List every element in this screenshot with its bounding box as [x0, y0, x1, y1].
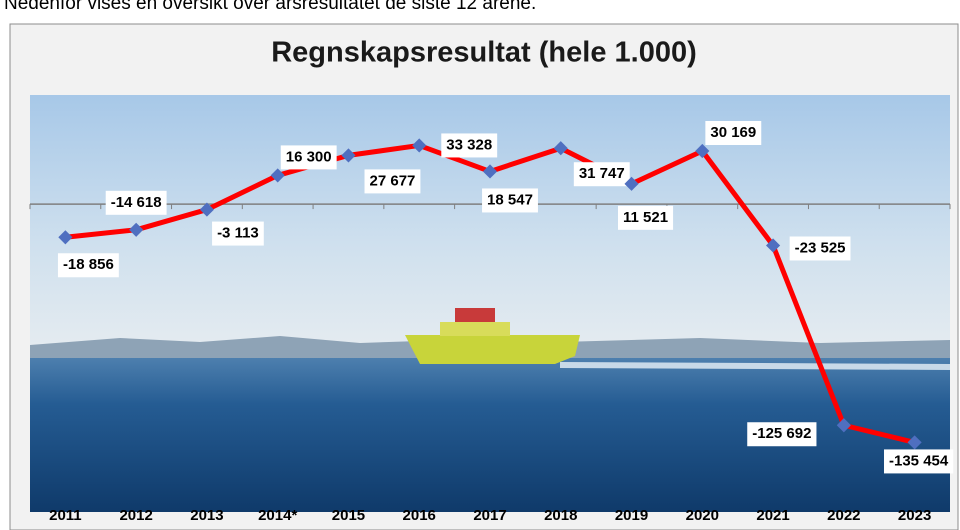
x-tick-label: 2023	[898, 507, 931, 524]
x-tick-label: 2022	[827, 507, 860, 524]
data-label: 33 328	[446, 136, 492, 153]
data-label: -23 525	[795, 239, 846, 256]
caption: Nedenfor vises en oversikt over årsresul…	[4, 0, 536, 14]
chart-title: Regnskapsresultat (hele 1.000)	[271, 37, 697, 69]
x-tick-label: 2018	[544, 507, 577, 524]
x-tick-label: 2017	[473, 507, 506, 524]
data-label: 30 169	[710, 124, 756, 141]
x-tick-label: 2021	[756, 507, 789, 524]
data-label: 31 747	[579, 165, 625, 182]
data-label: 27 677	[370, 172, 416, 189]
data-label: 11 521	[623, 209, 668, 226]
x-tick-label: 2020	[686, 507, 719, 524]
x-tick-label: 2012	[119, 507, 152, 524]
x-tick-label: 2013	[190, 507, 223, 524]
x-tick-label: 2019	[615, 507, 648, 524]
page: Nedenfor vises en oversikt over årsresul…	[0, 0, 960, 530]
chart: Nedenfor vises en oversikt over årsresul…	[0, 0, 960, 530]
data-label: -125 692	[752, 425, 811, 442]
data-label: 18 547	[487, 191, 533, 208]
data-label: -135 454	[889, 452, 949, 469]
data-label: -14 618	[111, 194, 162, 211]
data-label: 16 300	[286, 148, 332, 165]
data-label: -3 113	[217, 225, 259, 242]
x-tick-label: 2011	[49, 507, 82, 524]
data-label: -18 856	[63, 256, 114, 273]
x-tick-label: 2016	[403, 507, 436, 524]
x-tick-label: 2015	[332, 507, 365, 524]
background-photo	[30, 95, 950, 512]
x-tick-label: 2014*	[258, 507, 297, 524]
